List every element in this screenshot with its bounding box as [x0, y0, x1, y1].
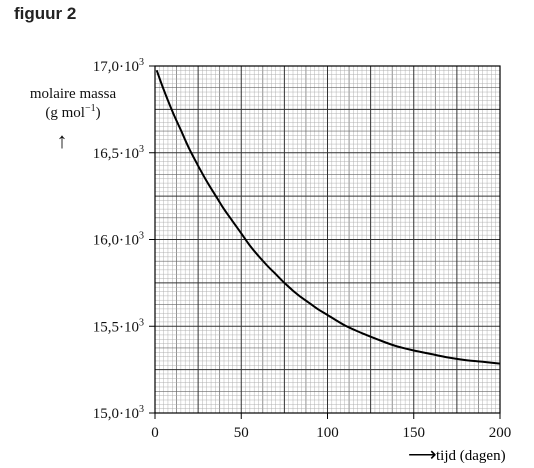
- y-tick-exponent: 3: [139, 144, 144, 155]
- x-tick-label: 200: [489, 425, 512, 441]
- y-tick-exponent: 3: [139, 57, 144, 68]
- x-axis-arrow: ⟶: [408, 444, 437, 466]
- y-axis-label: molaire massa (g mol−1): [8, 86, 138, 122]
- y-tick-exponent: 3: [139, 231, 144, 242]
- y-tick-exponent: 3: [139, 404, 144, 415]
- y-tick-label: 15,5·103: [93, 317, 144, 335]
- grid-major: [155, 66, 500, 413]
- x-tick-label: 150: [403, 425, 426, 441]
- y-axis-unit-close: ): [95, 105, 101, 121]
- y-axis-label-line1: molaire massa: [29, 86, 117, 102]
- x-tick-labels: 0 50 100 150 200: [151, 413, 511, 441]
- x-tick-label: 50: [234, 425, 249, 441]
- y-tick-label: 15,0·103: [93, 404, 144, 422]
- y-tick-label: 16,0·103: [93, 231, 144, 249]
- y-tick-label: 16,5·103: [93, 144, 144, 162]
- x-tick-label: 100: [316, 425, 339, 441]
- y-axis-unit-base: (g mol: [45, 105, 85, 121]
- y-tick-mantissa: 16,0·10: [93, 233, 139, 249]
- y-tick-mantissa: 15,0·10: [93, 406, 139, 422]
- x-axis-label: tijd (dagen): [436, 448, 506, 464]
- x-axis-label-group: ⟶ tijd (dagen): [408, 444, 506, 466]
- y-tick-label: 17,0·103: [93, 57, 144, 75]
- y-tick-mantissa: 15,5·10: [93, 319, 139, 335]
- y-axis-arrow: ↑: [56, 128, 68, 153]
- y-axis-unit-exponent: −1: [84, 103, 96, 114]
- series-line: [155, 69, 501, 365]
- x-tick-label: 0: [151, 425, 159, 441]
- y-tick-exponent: 3: [139, 317, 144, 328]
- y-tick-mantissa: 17,0·10: [93, 59, 139, 75]
- y-axis-unit: (g mol−1): [8, 103, 138, 122]
- figure-title: figuur 2: [14, 4, 77, 23]
- y-tick-mantissa: 16,5·10: [93, 146, 139, 162]
